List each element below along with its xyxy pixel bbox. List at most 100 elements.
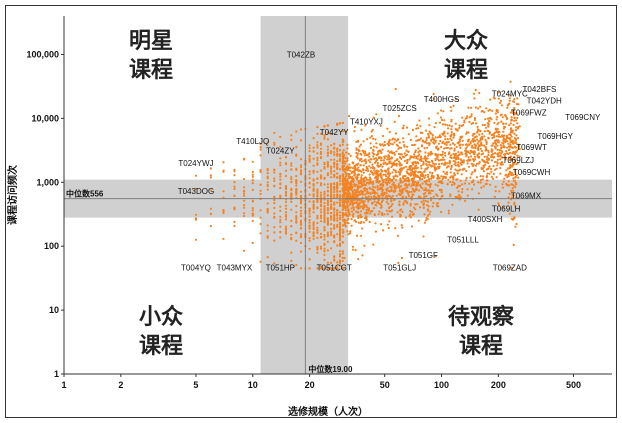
scatter-point — [406, 186, 409, 189]
point-label: T410YXJ — [350, 118, 383, 127]
chart-frame: 中位数19.00 中位数556 1 2 5 10 20 50 100 200 500 1 10 100 1,… — [5, 5, 617, 418]
scatter-point — [514, 139, 517, 142]
scatter-point — [251, 207, 254, 210]
scatter-point — [417, 195, 421, 198]
scatter-point — [344, 130, 347, 133]
scatter-point — [343, 224, 346, 227]
scatter-point — [477, 144, 480, 147]
scatter-point — [330, 167, 333, 170]
scatter-point — [350, 224, 353, 227]
scatter-point — [290, 251, 293, 254]
scatter-point — [273, 226, 276, 229]
scatter-point — [279, 186, 282, 189]
scatter-point — [319, 184, 323, 187]
scatter-point — [284, 225, 288, 228]
scatter-point — [386, 127, 389, 130]
scatter-point — [266, 141, 269, 144]
scatter-point — [394, 169, 397, 172]
scatter-point — [433, 163, 436, 166]
scatter-point — [434, 140, 437, 144]
scatter-point — [454, 128, 457, 131]
scatter-point — [441, 150, 444, 153]
scatter-point — [409, 171, 413, 174]
scatter-point — [209, 189, 212, 192]
scatter-point — [243, 212, 246, 215]
scatter-point — [382, 162, 385, 165]
scatter-point — [308, 258, 311, 261]
scatter-point — [452, 104, 455, 107]
scatter-points — [194, 80, 521, 270]
scatter-point — [412, 206, 416, 209]
scatter-point — [345, 168, 348, 171]
scatter-point — [499, 99, 503, 102]
scatter-point — [485, 142, 488, 146]
scatter-point — [419, 206, 422, 209]
scatter-point — [333, 218, 336, 221]
scatter-point — [434, 169, 437, 172]
scatter-point — [411, 193, 414, 196]
scatter-point — [362, 164, 365, 167]
scatter-point — [355, 163, 359, 166]
scatter-point — [326, 154, 329, 157]
scatter-point — [444, 175, 447, 179]
scatter-point — [326, 206, 329, 210]
scatter-point — [333, 193, 336, 197]
scatter-point — [476, 153, 479, 157]
scatter-point — [510, 217, 513, 220]
scatter-point — [312, 228, 315, 231]
scatter-point — [362, 181, 365, 184]
scatter-point — [426, 166, 430, 169]
scatter-point — [377, 194, 380, 197]
scatter-point — [312, 150, 315, 153]
scatter-point — [369, 136, 372, 139]
scatter-point — [360, 234, 363, 237]
scatter-point — [336, 184, 339, 187]
scatter-point — [379, 164, 382, 167]
scatter-point — [398, 146, 401, 149]
scatter-point — [338, 196, 342, 199]
scatter-point — [350, 171, 353, 174]
scatter-point — [515, 183, 518, 186]
scatter-point — [266, 229, 269, 232]
scatter-point — [471, 188, 474, 191]
scatter-point — [435, 146, 438, 149]
scatter-point — [379, 172, 382, 175]
scatter-point — [319, 191, 323, 194]
scatter-point — [333, 208, 336, 211]
scatter-point — [510, 116, 513, 119]
scatter-point — [370, 210, 373, 213]
scatter-point — [451, 203, 454, 206]
scatter-point — [496, 162, 499, 165]
scatter-point — [454, 195, 457, 199]
scatter-point — [508, 192, 511, 195]
quadrant-label-popular: 课程 — [444, 58, 488, 83]
scatter-point — [492, 164, 495, 168]
scatter-point — [323, 207, 326, 210]
scatter-point — [333, 186, 336, 189]
scatter-point — [233, 185, 236, 188]
scatter-point — [347, 233, 350, 236]
scatter-point — [336, 189, 339, 193]
scatter-point — [341, 121, 344, 124]
scatter-point — [375, 146, 378, 149]
scatter-point — [424, 192, 427, 195]
scatter-point — [516, 122, 519, 125]
scatter-point — [338, 244, 342, 247]
scatter-point — [402, 137, 405, 140]
scatter-point — [461, 168, 464, 171]
scatter-point — [440, 162, 444, 165]
scatter-point — [333, 163, 336, 166]
scatter-point — [359, 205, 362, 208]
scatter-point — [512, 189, 515, 192]
scatter-point — [363, 183, 366, 186]
scatter-point — [517, 144, 520, 147]
scatter-point — [374, 186, 377, 189]
scatter-point — [352, 206, 355, 209]
scatter-point — [509, 111, 512, 114]
scatter-point — [384, 155, 388, 158]
scatter-point — [470, 115, 473, 118]
scatter-point — [308, 247, 311, 250]
scatter-point — [468, 120, 471, 124]
scatter-point — [330, 211, 333, 215]
scatter-point — [312, 189, 315, 192]
